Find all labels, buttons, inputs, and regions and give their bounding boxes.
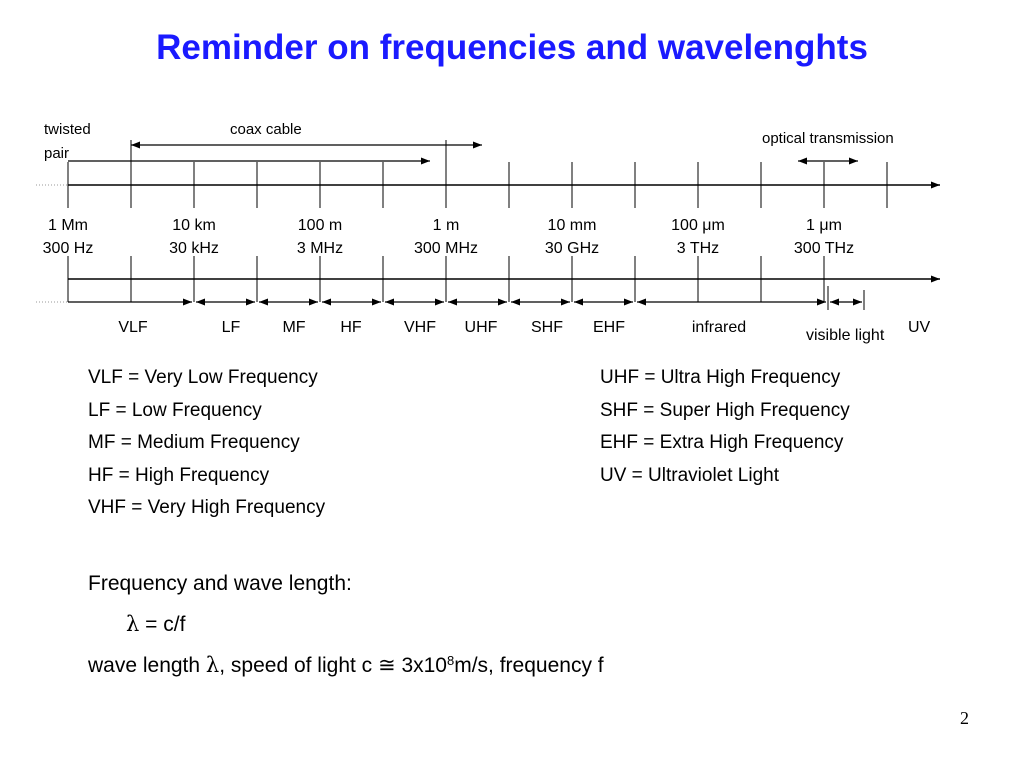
band-label: MF: [282, 319, 305, 336]
scale-wavelength-label: 10 km: [172, 217, 216, 234]
band-label: HF: [340, 319, 362, 336]
wave-length-text: wave length: [88, 654, 206, 677]
approx-symbol: ≅: [378, 653, 396, 677]
lambda-symbol: λ: [126, 612, 140, 636]
definitions-left: VLF = Very Low Frequency LF = Low Freque…: [88, 362, 325, 525]
scale-labels: 1 Mm 300 Hz 10 km 30 kHz 100 m 3 MHz 1 m…: [43, 217, 854, 257]
band-label: UHF: [465, 319, 498, 336]
scale-wavelength-label: 1 μm: [806, 217, 842, 234]
lambda-symbol: λ: [205, 653, 220, 677]
band-label: VLF: [118, 319, 148, 336]
formula-heading: Frequency and wave length:: [88, 572, 352, 595]
definition-item: EHF = Extra High Frequency: [600, 432, 844, 453]
scale-wavelength-label: 100 m: [298, 217, 342, 234]
coax-cable-label: coax cable: [230, 121, 302, 138]
band-label: EHF: [593, 319, 625, 336]
scale-frequency-label: 3 THz: [677, 240, 719, 257]
definition-item: MF = Medium Frequency: [88, 432, 300, 453]
scale-wavelength-label: 1 m: [433, 217, 460, 234]
uv-label: UV: [908, 319, 931, 336]
formula-explanation: wave length λ, speed of light c ≅ 3x108m…: [88, 645, 604, 686]
page-number: 2: [960, 708, 969, 728]
speed-value-text: 3x10: [395, 654, 447, 677]
twisted-pair-label-line2: pair: [44, 145, 69, 162]
scale-wavelength-label: 100 μm: [671, 217, 725, 234]
optical-transmission-label: optical transmission: [762, 130, 894, 147]
scale-frequency-label: 3 MHz: [297, 240, 343, 257]
definition-item: VHF = Very High Frequency: [88, 497, 326, 518]
frequency-spectrum-diagram: twisted pair coax cable optical transmis…: [36, 121, 940, 344]
band-label: infrared: [692, 319, 746, 336]
definition-item: HF = High Frequency: [88, 464, 270, 486]
page-title: Reminder on frequencies and wavelenghts: [156, 28, 868, 67]
scale-frequency-label: 300 THz: [794, 240, 854, 257]
band-axis-ticks: [67, 256, 865, 310]
definition-item: UV = Ultraviolet Light: [600, 464, 779, 486]
definition-item: VLF = Very Low Frequency: [88, 367, 318, 388]
formula-block: Frequency and wave length: λ = c/f wave …: [88, 564, 604, 686]
twisted-pair-label-line1: twisted: [44, 121, 91, 138]
formula-equation: λ = c/f: [88, 604, 604, 645]
frequency-text: m/s, frequency f: [454, 654, 604, 677]
speed-of-light-text: , speed of light c: [219, 654, 378, 677]
band-labels: VLF LF MF HF VHF UHF SHF EHF infrared vi…: [118, 319, 930, 344]
definition-item: LF = Low Frequency: [88, 399, 262, 421]
band-label: VHF: [404, 319, 436, 336]
scale-frequency-label: 30 kHz: [169, 240, 219, 257]
exponent: 8: [446, 653, 455, 668]
definitions-right: UHF = Ultra High Frequency SHF = Super H…: [600, 362, 850, 492]
visible-light-label: visible light: [806, 327, 885, 344]
equation-text: = c/f: [139, 613, 186, 636]
definition-item: UHF = Ultra High Frequency: [600, 367, 841, 388]
scale-frequency-label: 300 Hz: [43, 240, 94, 257]
wavelength-axis-ticks: [67, 140, 888, 208]
scale-wavelength-label: 1 Mm: [48, 217, 88, 234]
scale-wavelength-label: 10 mm: [548, 217, 597, 234]
definition-item: SHF = Super High Frequency: [600, 399, 850, 421]
band-label: SHF: [531, 319, 563, 336]
band-label: LF: [222, 319, 241, 336]
scale-frequency-label: 30 GHz: [545, 240, 599, 257]
scale-frequency-label: 300 MHz: [414, 240, 478, 257]
